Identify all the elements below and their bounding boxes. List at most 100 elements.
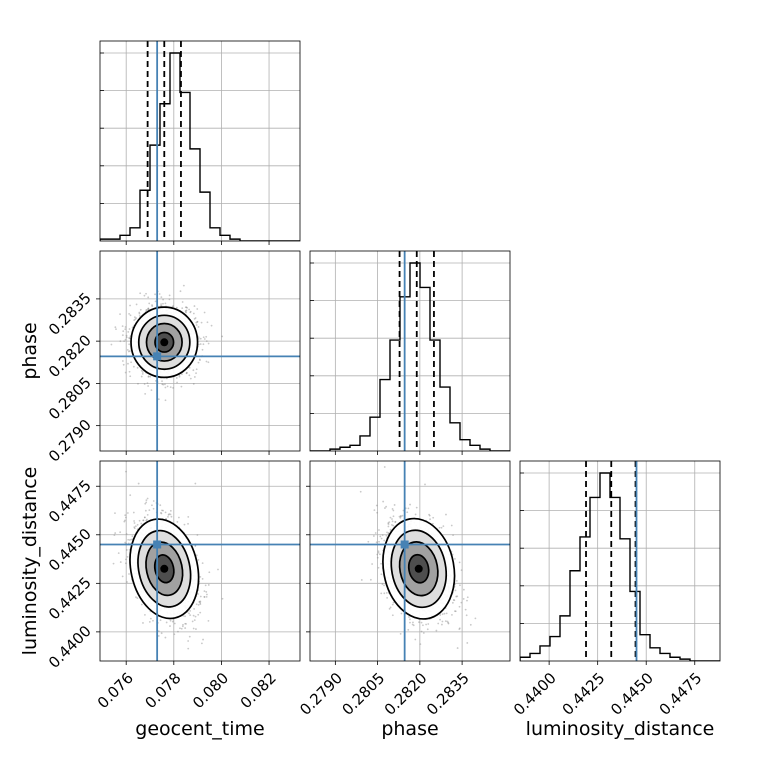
x-axis-label-luminosity_distance: luminosity_distance — [526, 718, 715, 740]
scatter-point — [138, 312, 141, 315]
scatter-point — [415, 506, 418, 509]
scatter-point — [414, 638, 417, 641]
scatter-point — [210, 324, 213, 327]
scatter-point — [141, 372, 144, 375]
scatter-point — [133, 526, 136, 529]
scatter-point — [164, 636, 167, 639]
scatter-point — [439, 614, 442, 616]
panel-frame — [309, 250, 511, 452]
panel-frame — [99, 40, 301, 242]
scatter-point — [391, 508, 394, 510]
scatter-point — [184, 309, 187, 312]
scatter-point — [464, 608, 467, 611]
scatter-point — [161, 380, 163, 383]
scatter-point — [145, 309, 148, 312]
scatter-point — [424, 483, 426, 486]
scatter-point — [425, 623, 428, 626]
scatter-point — [148, 509, 151, 512]
scatter-point — [198, 600, 201, 603]
scatter-point — [157, 398, 160, 401]
scatter-point — [114, 532, 117, 534]
scatter-point — [392, 509, 395, 512]
scatter-point — [197, 613, 200, 616]
scatter-point — [205, 596, 208, 598]
scatter-point — [114, 326, 117, 329]
scatter-point — [185, 371, 188, 374]
scatter-point — [160, 632, 163, 635]
scatter-point — [426, 628, 429, 631]
scatter-point — [121, 325, 124, 328]
scatter-point — [167, 515, 169, 518]
scatter-point — [181, 301, 184, 303]
scatter-point — [458, 627, 461, 630]
y-axis-label-luminosity_distance: luminosity_distance — [19, 467, 41, 656]
scatter-point — [184, 615, 186, 618]
scatter-point — [199, 603, 202, 606]
scatter-point — [192, 382, 195, 385]
scatter-point — [169, 513, 172, 516]
scatter-point — [206, 321, 209, 324]
scatter-point — [133, 319, 136, 322]
scatter-point — [127, 362, 129, 365]
scatter-point — [389, 606, 392, 609]
scatter-point — [188, 366, 191, 369]
scatter-point — [387, 523, 390, 526]
scatter-point — [450, 524, 453, 527]
scatter-point — [176, 521, 179, 523]
scatter-point — [169, 619, 172, 622]
scatter-point — [152, 500, 155, 502]
scatter-point — [182, 284, 185, 287]
scatter-point — [136, 597, 139, 600]
scatter-point — [160, 511, 162, 514]
scatter-point — [179, 627, 181, 630]
scatter-point — [114, 512, 116, 515]
scatter-point — [188, 635, 191, 638]
scatter-point — [383, 539, 386, 542]
scatter-point — [189, 311, 192, 314]
scatter-point — [399, 515, 402, 517]
scatter-point — [161, 383, 164, 386]
scatter-point — [160, 512, 163, 515]
scatter-point — [133, 520, 135, 522]
scatter-point — [377, 551, 380, 554]
scatter-point — [128, 312, 131, 315]
scatter-point — [194, 317, 197, 319]
scatter-point — [124, 514, 127, 517]
scatter-point — [401, 514, 404, 517]
scatter-point — [391, 603, 394, 606]
scatter-point — [137, 382, 139, 385]
scatter-point — [199, 359, 201, 362]
scatter-point — [158, 293, 161, 295]
scatter-point — [207, 619, 210, 622]
scatter-point — [437, 622, 440, 625]
scatter-point — [392, 601, 395, 604]
scatter-point — [164, 383, 166, 386]
scatter-point — [387, 532, 390, 534]
scatter-point — [409, 621, 411, 624]
scatter-point — [439, 618, 441, 621]
scatter-point — [420, 630, 423, 633]
x-axis-label-geocent_time: geocent_time — [135, 718, 264, 740]
scatter-point — [444, 620, 447, 622]
scatter-point — [412, 621, 414, 624]
scatter-point — [183, 523, 186, 526]
scatter-point — [196, 308, 199, 310]
scatter-point — [192, 627, 195, 630]
scatter-point — [189, 310, 192, 313]
scatter-point — [171, 620, 174, 623]
scatter-point — [180, 627, 183, 630]
scatter-point — [195, 554, 198, 557]
scatter-point — [123, 340, 126, 343]
scatter-point — [392, 524, 395, 527]
scatter-point — [129, 314, 132, 317]
scatter-point — [453, 599, 456, 602]
scatter-point — [125, 334, 128, 337]
scatter-point — [383, 584, 385, 587]
scatter-point — [451, 614, 453, 616]
x-tick-label: 0.2820 — [381, 669, 431, 719]
scatter-point — [454, 589, 457, 592]
scatter-point — [455, 579, 458, 582]
scatter-point — [379, 535, 382, 538]
scatter-point — [202, 336, 205, 339]
scatter-point — [188, 612, 190, 615]
